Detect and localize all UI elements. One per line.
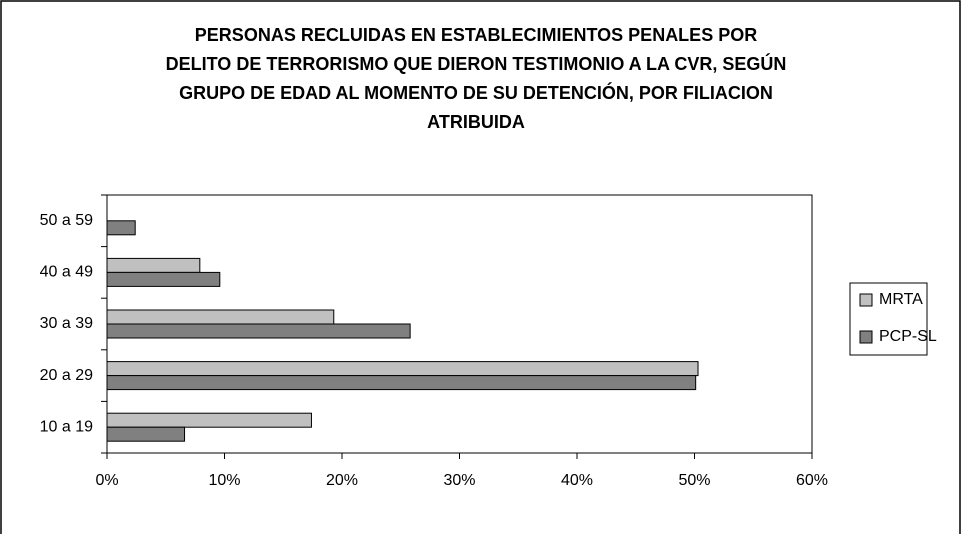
y-tick-label: 10 a 19 — [40, 418, 93, 435]
bar — [106, 361, 699, 377]
x-tick-label: 20% — [326, 472, 358, 489]
y-tick-label: 50 a 59 — [40, 212, 93, 229]
bar — [106, 257, 201, 273]
legend-label: PCP-SL — [879, 328, 937, 345]
x-tick-label: 40% — [561, 472, 593, 489]
x-tick-label: 60% — [796, 472, 828, 489]
x-tick-label: 0% — [95, 472, 118, 489]
bar — [106, 309, 335, 325]
chart-title: GRUPO DE EDAD AL MOMENTO DE SU DETENCIÓN… — [179, 82, 773, 103]
x-tick-label: 50% — [678, 472, 710, 489]
x-tick-label: 10% — [208, 472, 240, 489]
legend-label: MRTA — [879, 291, 923, 308]
y-tick-label: 30 a 39 — [40, 315, 93, 332]
bar — [106, 375, 697, 391]
chart-title: PERSONAS RECLUIDAS EN ESTABLECIMIENTOS P… — [195, 25, 757, 45]
y-tick-label: 20 a 29 — [40, 367, 93, 384]
bar — [106, 220, 136, 236]
bar — [106, 271, 221, 287]
chart-title: ATRIBUIDA — [427, 112, 525, 132]
bar — [106, 323, 411, 339]
y-tick-label: 40 a 49 — [40, 264, 93, 281]
legend-swatch — [859, 330, 873, 344]
bar — [106, 426, 186, 442]
bar — [106, 412, 312, 428]
x-tick-label: 30% — [443, 472, 475, 489]
legend-swatch — [859, 293, 873, 307]
chart-title: DELITO DE TERRORISMO QUE DIERON TESTIMON… — [166, 53, 787, 74]
